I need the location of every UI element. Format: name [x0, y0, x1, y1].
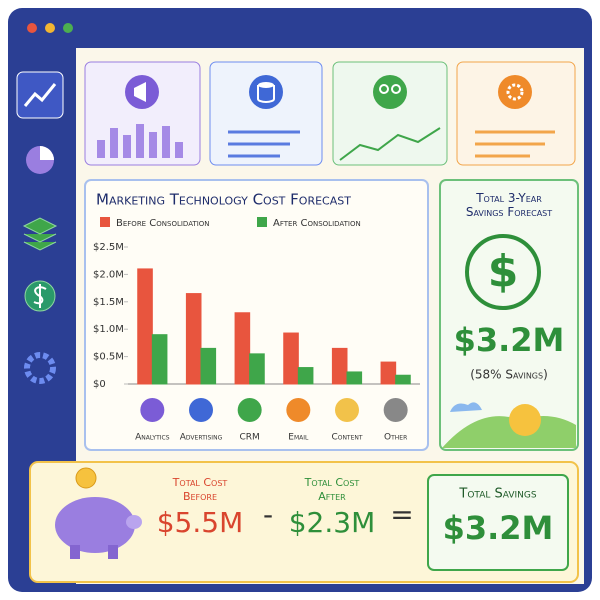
bar [185, 293, 202, 385]
card-icon-glyph [391, 84, 401, 94]
savings-icon: $ [488, 246, 519, 297]
window-close[interactable] [27, 23, 37, 33]
card-icon [373, 75, 407, 109]
savings-note: (58% Savings) [470, 368, 548, 382]
savings-title: Total 3-Year Savings Forecast [466, 191, 552, 219]
card-audience[interactable] [332, 61, 448, 166]
sidebar [16, 71, 64, 384]
bar [283, 332, 299, 385]
savings-icon-ring [465, 234, 541, 310]
bar [380, 361, 397, 385]
top-cards [84, 61, 576, 166]
card-settings[interactable] [456, 61, 576, 166]
before-label: Total Cost Before [172, 476, 228, 503]
nav-settings[interactable] [24, 352, 56, 384]
piggy-bank [55, 497, 135, 553]
card-icon-glyph [258, 82, 274, 88]
x-tick-label: Other [384, 433, 407, 443]
card-sparkline [339, 127, 441, 161]
y-tick-label: $2.5M [93, 242, 124, 253]
chart: $0 $0.5M $1.0M $1.5M $2.0M $2.5M Analytics Adve… [93, 242, 420, 443]
category-icon [140, 398, 165, 422]
total-savings-value: $3.2M [443, 509, 554, 547]
legend-swatch [100, 217, 110, 227]
y-tick-label: $0 [93, 379, 106, 390]
coin [75, 467, 97, 489]
bar [200, 347, 217, 385]
category-icon [335, 398, 359, 422]
y-tick-label: $2.0M [93, 269, 124, 280]
bar [151, 334, 168, 385]
window-maximize[interactable] [63, 23, 73, 33]
nav-trends[interactable] [16, 71, 64, 119]
total-savings-box [427, 474, 569, 571]
card-icon [249, 75, 283, 109]
total-savings-label: Total Savings [458, 487, 536, 502]
x-tick-label: Analytics [135, 433, 170, 443]
y-tick-label: $1.0M [93, 324, 124, 335]
before-value: $5.5M [157, 506, 244, 539]
category-icon [383, 398, 408, 422]
nav-layers[interactable] [22, 217, 58, 251]
card-data[interactable] [209, 61, 323, 166]
card-icon [498, 75, 532, 109]
bar [297, 367, 314, 385]
nav-trends-icon [23, 83, 57, 107]
legend-label: After Consolidation [273, 218, 361, 229]
bar [395, 374, 411, 385]
card-icon-glyph [379, 84, 389, 94]
bar [137, 268, 153, 385]
hill [442, 416, 576, 448]
after-label: Total Cost After [304, 476, 360, 503]
category-icon [237, 398, 262, 422]
legend-swatch [257, 217, 267, 227]
nav-pie-icon [40, 146, 54, 160]
bar [234, 312, 251, 385]
bar [249, 353, 265, 385]
minus-sign: - [263, 498, 273, 531]
piggy-leg [70, 545, 80, 559]
card-minibars [97, 124, 183, 158]
cloud [450, 402, 482, 412]
x-tick-label: CRM [240, 433, 260, 443]
x-tick-label: Content [331, 433, 362, 443]
category-icon [286, 398, 311, 422]
y-tick-label: $0.5M [93, 352, 124, 363]
chart-title: Marketing Technology Cost Forecast [96, 191, 351, 209]
card-icon-glyph [257, 85, 275, 103]
sun [509, 404, 541, 436]
piggy-snout [126, 515, 142, 529]
savings-amount: $3.2M [454, 321, 565, 359]
bar [346, 371, 363, 385]
y-tick-label: $1.5M [93, 297, 124, 308]
legend-label: Before Consolidation [116, 218, 210, 229]
bar [331, 347, 348, 385]
card-icon-glyph [134, 82, 146, 102]
card-lines [475, 130, 555, 158]
category-icon [189, 398, 213, 422]
card-icon-glyph [506, 83, 524, 101]
x-tick-label: Email [288, 433, 309, 443]
window-minimize[interactable] [45, 23, 55, 33]
x-tick-label: Advertising [180, 433, 223, 443]
piggy-leg [108, 545, 118, 559]
equals-sign: = [390, 498, 413, 531]
after-value: $2.3M [289, 506, 376, 539]
nav-money-icon [33, 284, 47, 308]
card-lines [228, 130, 300, 158]
